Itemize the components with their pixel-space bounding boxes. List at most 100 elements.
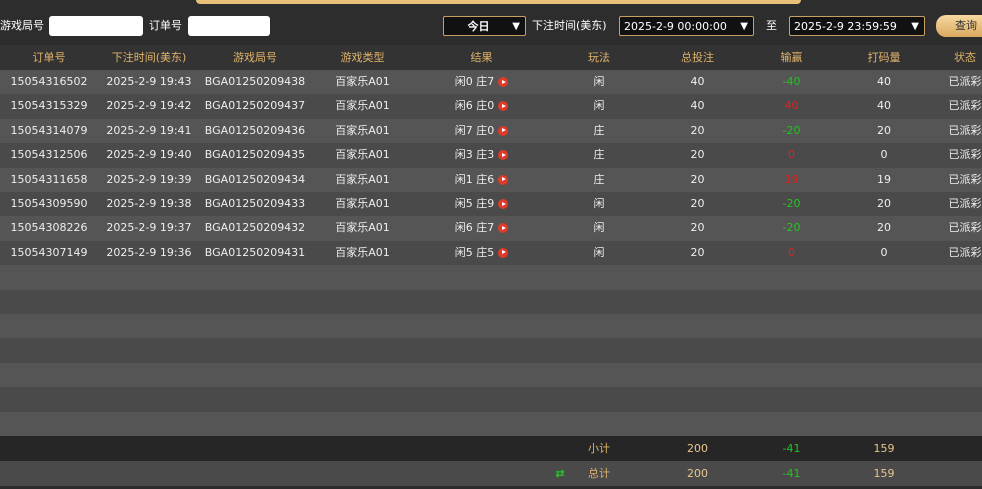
label: 下注时间(美东) [532,19,607,32]
cell: 15054312506 [10,148,88,162]
header-cell: 打码量 [867,51,901,64]
result: 闲6 庄0 [454,99,495,113]
cell: 15054315329 [10,99,88,113]
cell: 40 [784,99,799,113]
start-select[interactable]: 2025-2-9 00:00:00 ▼ [619,16,754,36]
query-button[interactable]: 查询 [936,15,982,37]
cell: 40 [877,75,891,88]
cell: 2025-2-9 19:39 [106,172,192,186]
result-cell: 闲5 庄5 [415,241,548,265]
cell: 庄 [593,123,605,137]
cell: BGA01250209436 [204,123,306,137]
period: 今日 [467,20,490,33]
data-row: 15054314079 2025-2-9 19:41 BGA01250209436 百… [0,118,982,144]
empty-row [0,338,982,363]
play-icon [498,247,509,258]
empty-row [0,411,982,436]
cell: 0 [788,148,795,162]
start-time: 2025-2-9 00:00:00 [624,20,727,33]
cell: 闲 [593,99,605,113]
result: 闲1 庄6 [454,172,495,186]
cell: 2025-2-9 19:36 [106,245,192,259]
round-input[interactable] [49,16,143,36]
result-cell: 闲6 庄0 [415,94,548,118]
turnover: 159 [873,442,895,455]
play-icon [498,101,509,112]
cell: 闲 [593,245,605,259]
cell: 20 [690,123,705,137]
cell: 15054308226 [10,221,88,235]
header-cell: 状态 [954,51,976,64]
empty-row [0,265,982,290]
total-bet: 200 [687,442,708,455]
header-cell: 总投注 [681,51,714,64]
turnover: 159 [873,467,895,480]
data-row: 15054315329 2025-2-9 19:42 BGA01250209437 百… [0,94,982,119]
label: 至 [766,19,777,32]
result-cell: 闲1 庄6 [415,168,548,192]
order-input[interactable] [188,16,270,36]
cell: 15054316502 [10,75,88,88]
cell: 已派彩 [948,197,982,210]
play-icon [498,77,509,87]
cell: -20 [782,123,801,137]
cell: 已派彩 [948,123,982,137]
play-icon [498,125,509,136]
cell: 百家乐A01 [335,75,390,88]
cell: 19 [877,172,891,186]
cell: -40 [782,75,801,88]
play-icon [498,174,509,185]
cell: BGA01250209433 [204,197,306,210]
label: 总计 [588,467,610,480]
data-row: 15054316502 2025-2-9 19:43 BGA01250209438 百… [0,70,982,95]
data-row: 15054312506 2025-2-9 19:40 BGA01250209435 百… [0,143,982,168]
cell: 20 [690,148,705,162]
empty-row [0,314,982,339]
cell: -20 [782,221,801,235]
period-select[interactable]: 今日 ▼ [443,16,526,36]
result: 闲7 庄0 [454,123,495,137]
play-icon [498,199,509,209]
win-loss: -41 [782,467,801,480]
cell: 已派彩 [948,221,982,235]
cell: 百家乐A01 [335,172,390,186]
cell: 已派彩 [948,99,982,113]
cell: 2025-2-9 19:41 [106,123,192,137]
end-time: 2025-2-9 23:59:59 [794,20,897,33]
header-cell: 订单号 [32,51,66,64]
data-row: 15054307149 2025-2-9 19:36 BGA01250209431 百… [0,240,982,266]
cell: 15054309590 [10,197,88,210]
cell: 百家乐A01 [335,245,390,259]
cell: 20 [690,197,705,210]
cell: BGA01250209437 [204,99,306,113]
cell: 闲 [593,197,605,210]
result: 闲3 庄3 [454,148,495,162]
cell: 已派彩 [948,172,982,186]
result-cell: 闲0 庄7 [415,70,548,94]
cell: BGA01250209431 [204,245,306,259]
result-cell: 闲7 庄0 [415,119,548,143]
play-icon [498,223,509,234]
end-select[interactable]: 2025-2-9 23:59:59 ▼ [789,16,925,36]
empty-row [0,362,982,388]
result: 闲6 庄7 [454,221,495,235]
play-icon [498,150,509,161]
cell: 15054314079 [10,123,88,137]
cell: 闲 [593,75,605,88]
cell: 2025-2-9 19:43 [106,75,192,88]
cell: BGA01250209435 [204,148,306,162]
result: 闲5 庄5 [454,245,495,259]
cell: 百家乐A01 [335,197,390,210]
cell: BGA01250209434 [204,172,306,186]
cell: 0 [788,245,795,259]
win-loss: -41 [782,442,801,455]
cell: -20 [782,197,801,210]
cell: BGA01250209438 [204,75,306,88]
label: 游戏局号 [0,19,44,32]
cell: 百家乐A01 [335,221,390,235]
total-row: ⇄ 总计 200 -41 159 [0,461,982,486]
result-cell: 闲3 庄3 [415,143,548,167]
result-cell: 闲5 庄9 [415,192,548,216]
cell: 40 [690,99,705,113]
